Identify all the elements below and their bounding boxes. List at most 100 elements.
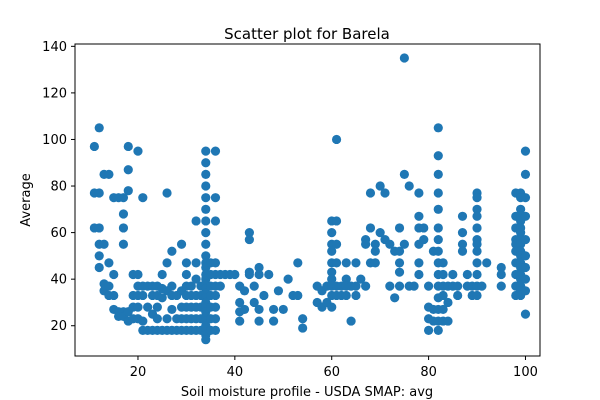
x-tick-label: 100 xyxy=(513,365,538,380)
plot-frame xyxy=(74,43,541,357)
y-axis-label: Average xyxy=(19,173,34,226)
data-point xyxy=(201,158,211,168)
data-point xyxy=(327,302,337,312)
y-tick-label: 20 xyxy=(50,319,67,334)
x-tick-label: 20 xyxy=(130,365,147,380)
data-point xyxy=(399,53,409,63)
data-point xyxy=(191,216,201,226)
data-point xyxy=(438,290,448,301)
data-point xyxy=(162,258,172,268)
data-point xyxy=(472,193,482,203)
data-point xyxy=(331,239,342,249)
data-point xyxy=(293,258,303,268)
data-point xyxy=(394,281,405,291)
data-point xyxy=(94,188,104,198)
data-point xyxy=(399,169,409,179)
data-point xyxy=(210,314,221,324)
data-point xyxy=(254,269,264,280)
data-point xyxy=(157,269,167,280)
data-point xyxy=(109,269,119,280)
data-point xyxy=(419,234,429,245)
data-point xyxy=(152,314,162,324)
data-point xyxy=(375,228,385,238)
data-point xyxy=(152,302,162,312)
data-point xyxy=(278,304,288,315)
data-point xyxy=(259,290,269,301)
data-point xyxy=(433,223,443,233)
data-point xyxy=(123,141,133,152)
data-point xyxy=(331,216,342,226)
data-point xyxy=(520,286,531,296)
points-layer xyxy=(89,53,531,345)
data-point xyxy=(162,314,172,324)
data-point xyxy=(433,151,443,161)
data-point xyxy=(433,246,443,256)
data-point xyxy=(244,269,254,280)
data-point xyxy=(351,290,361,301)
data-point xyxy=(520,251,531,261)
data-point xyxy=(210,193,221,203)
data-point xyxy=(298,314,308,324)
x-tick-label: 80 xyxy=(420,365,437,380)
data-point xyxy=(423,325,434,335)
data-point xyxy=(176,239,187,249)
data-point xyxy=(191,274,201,284)
data-point xyxy=(327,246,337,256)
data-point xyxy=(138,290,148,301)
data-point xyxy=(457,239,468,249)
data-point xyxy=(520,193,531,203)
chart-title: Scatter plot for Barela xyxy=(224,25,390,43)
data-point xyxy=(472,246,482,256)
data-point xyxy=(457,211,468,221)
data-point xyxy=(181,258,192,268)
data-point xyxy=(380,188,390,198)
data-point xyxy=(191,258,201,268)
data-point xyxy=(331,258,342,268)
data-point xyxy=(472,290,482,301)
data-point xyxy=(244,228,254,238)
data-point xyxy=(230,269,240,280)
data-point xyxy=(520,309,531,319)
data-point xyxy=(453,281,463,291)
data-point xyxy=(133,146,143,156)
data-point xyxy=(433,188,443,198)
data-point xyxy=(516,204,526,214)
data-point xyxy=(283,274,293,284)
data-point xyxy=(477,281,487,291)
data-point xyxy=(438,304,448,315)
data-point xyxy=(520,274,531,284)
data-point xyxy=(423,281,434,291)
data-point xyxy=(162,188,172,198)
data-point xyxy=(438,258,448,268)
data-point xyxy=(370,239,380,249)
data-point xyxy=(472,258,482,268)
x-axis-label: Soil moisture profile - USDA SMAP: avg xyxy=(181,385,433,400)
y-axis-ticks: 20 40 60 80 100 120 140 xyxy=(42,40,75,334)
data-point xyxy=(254,304,264,315)
data-point xyxy=(341,290,351,301)
data-point xyxy=(249,281,259,291)
data-point xyxy=(201,251,211,261)
data-point xyxy=(496,281,506,291)
data-point xyxy=(385,281,395,291)
data-point xyxy=(254,262,264,273)
data-point xyxy=(210,216,221,226)
data-point xyxy=(167,304,177,315)
x-tick-label: 40 xyxy=(227,365,244,380)
y-tick-label: 60 xyxy=(50,226,67,241)
data-point xyxy=(201,239,211,249)
data-point xyxy=(331,134,342,145)
data-point xyxy=(201,169,211,179)
data-point xyxy=(123,186,133,196)
data-point xyxy=(419,223,429,233)
data-point xyxy=(239,286,250,296)
data-point xyxy=(453,290,463,301)
data-point xyxy=(235,316,245,326)
y-tick-label: 140 xyxy=(42,40,67,55)
data-point xyxy=(472,269,482,280)
data-point xyxy=(409,281,419,291)
data-point xyxy=(433,325,443,335)
data-point xyxy=(249,297,259,308)
data-point xyxy=(433,234,443,245)
data-point xyxy=(457,228,468,238)
